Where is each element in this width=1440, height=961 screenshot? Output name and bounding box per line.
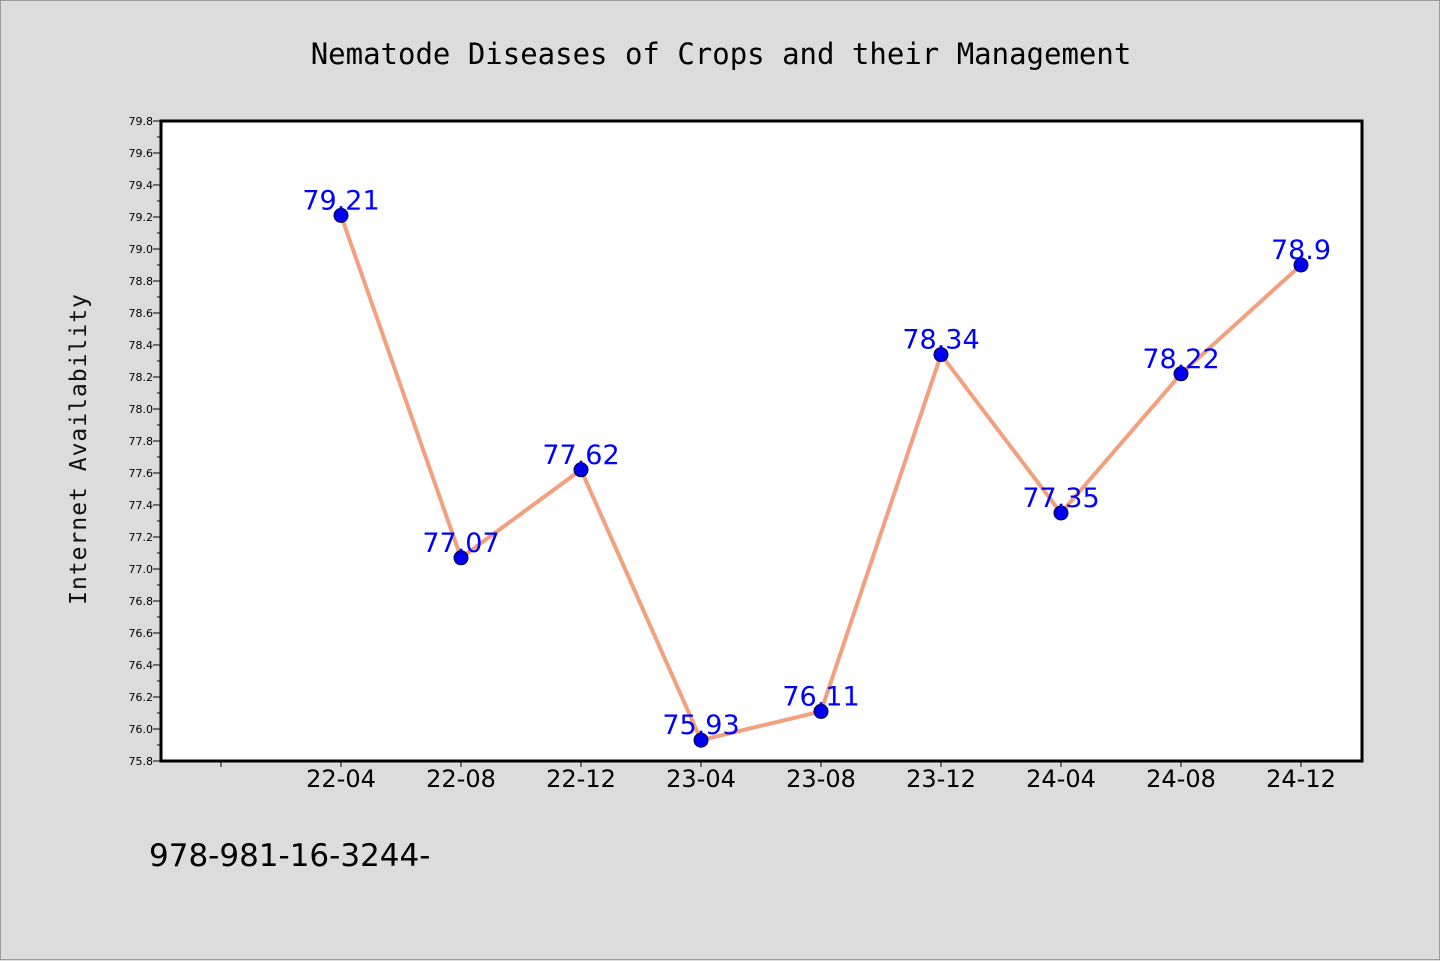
y-tick-label: 79.4: [129, 179, 154, 192]
data-label: 78.22: [1142, 344, 1219, 375]
data-point: [1293, 257, 1309, 273]
data-point: [333, 207, 349, 223]
y-tick-label: 78.2: [129, 371, 154, 384]
y-tick-label: 76.8: [129, 595, 154, 608]
chart-title: Nematode Diseases of Crops and their Man…: [311, 37, 1132, 71]
y-tick-label: 76.0: [129, 723, 154, 736]
y-tick-label: 77.8: [129, 435, 154, 448]
series-layer: 79.21 77.07 77.62 75.93 76.11 78.34 77.35 78.22…: [302, 185, 1331, 748]
y-tick-label: 78.0: [129, 403, 154, 416]
x-tick-label: 24-12: [1266, 765, 1336, 793]
y-tick-label: 79.8: [129, 115, 154, 128]
data-point: [573, 462, 589, 478]
y-tick-label: 76.2: [129, 691, 154, 704]
y-axis-label: Internet Availability: [66, 293, 92, 605]
data-label: 78.34: [902, 325, 979, 356]
x-tick-label: 23-12: [906, 765, 976, 793]
x-tick-label: 24-04: [1026, 765, 1096, 793]
x-tick-label: 24-08: [1146, 765, 1216, 793]
data-label: 77.35: [1022, 483, 1099, 514]
y-tick-label: 79.0: [129, 243, 154, 256]
y-tick-label: 78.8: [129, 275, 154, 288]
x-tick-label: 23-04: [666, 765, 736, 793]
data-label: 77.62: [542, 440, 619, 471]
data-point: [1173, 366, 1189, 382]
data-label: 77.07: [422, 528, 499, 559]
x-tick-label: 22-12: [546, 765, 616, 793]
x-tick-label: 23-08: [786, 765, 856, 793]
data-label: 75.93: [662, 710, 739, 741]
y-tick-label: 76.6: [129, 627, 154, 640]
y-axis: 75.8 76.0 76.2 76.4 76.6 76.8 77.0 77.2 77.4 77.6…: [129, 115, 161, 768]
x-axis: 22-04 22-08 22-12 23-04 23-08 23-12 24-04 24-08…: [220, 761, 1336, 793]
data-point: [933, 347, 949, 363]
y-tick-label: 75.8: [129, 755, 154, 768]
y-tick-label: 76.4: [129, 659, 154, 672]
y-tick-label: 77.4: [129, 499, 154, 512]
data-label: 79.21: [302, 185, 379, 216]
x-tick-label: 22-08: [426, 765, 496, 793]
y-tick-label: 78.6: [129, 307, 154, 320]
data-label: 76.11: [782, 681, 859, 712]
data-label: 78.9: [1271, 235, 1331, 266]
data-point: [453, 550, 469, 566]
x-tick-label: 22-04: [306, 765, 376, 793]
y-tick-label: 77.2: [129, 531, 154, 544]
y-tick-label: 79.2: [129, 211, 154, 224]
data-point: [813, 703, 829, 719]
footnote-isbn: 978-981-16-3244-: [149, 838, 430, 874]
y-tick-label: 77.0: [129, 563, 154, 576]
data-point: [1053, 505, 1069, 521]
data-point: [693, 732, 709, 748]
y-tick-label: 77.6: [129, 467, 154, 480]
y-tick-label: 79.6: [129, 147, 154, 160]
y-tick-label: 78.4: [129, 339, 154, 352]
plot-area: [159, 119, 1364, 763]
